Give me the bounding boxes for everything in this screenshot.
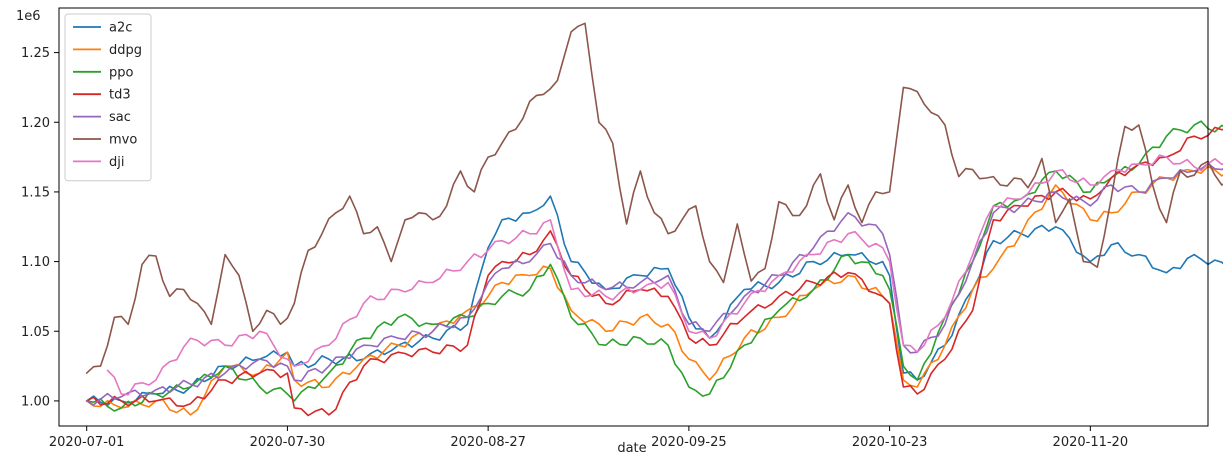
x-tick-label-5: 2020-11-20 [1053, 435, 1129, 450]
x-tick-label-1: 2020-07-30 [250, 435, 326, 450]
y-tick-label-5: 1.25 [21, 46, 50, 61]
legend-label-ppo: ppo [109, 65, 134, 80]
x-tick-label-4: 2020-10-23 [852, 435, 928, 450]
legend-box [65, 14, 151, 181]
y-tick-label-2: 1.10 [21, 255, 50, 270]
legend: a2c ddpg ppo td3 sac mvo dji [65, 14, 151, 181]
y-tick-label-4: 1.20 [21, 116, 50, 131]
y-tick-label-3: 1.15 [21, 185, 50, 200]
x-axis-label: date [617, 441, 646, 456]
legend-label-ddpg: ddpg [109, 43, 142, 58]
x-tick-label-2: 2020-08-27 [450, 435, 526, 450]
x-tick-label-3: 2020-09-25 [651, 435, 727, 450]
legend-label-sac: sac [109, 110, 131, 125]
y-offset-label: 1e6 [16, 9, 41, 24]
legend-label-mvo: mvo [109, 133, 137, 148]
legend-label-td3: td3 [109, 88, 131, 103]
y-tick-label-0: 1.00 [21, 394, 50, 409]
x-tick-label-0: 2020-07-01 [49, 435, 125, 450]
legend-label-dji: dji [109, 155, 124, 170]
y-axis: 1.00 1.05 1.10 1.15 1.20 1.25 [21, 46, 59, 409]
legend-label-a2c: a2c [109, 21, 132, 36]
plot-background [59, 8, 1208, 426]
y-tick-label-1: 1.05 [21, 325, 50, 340]
